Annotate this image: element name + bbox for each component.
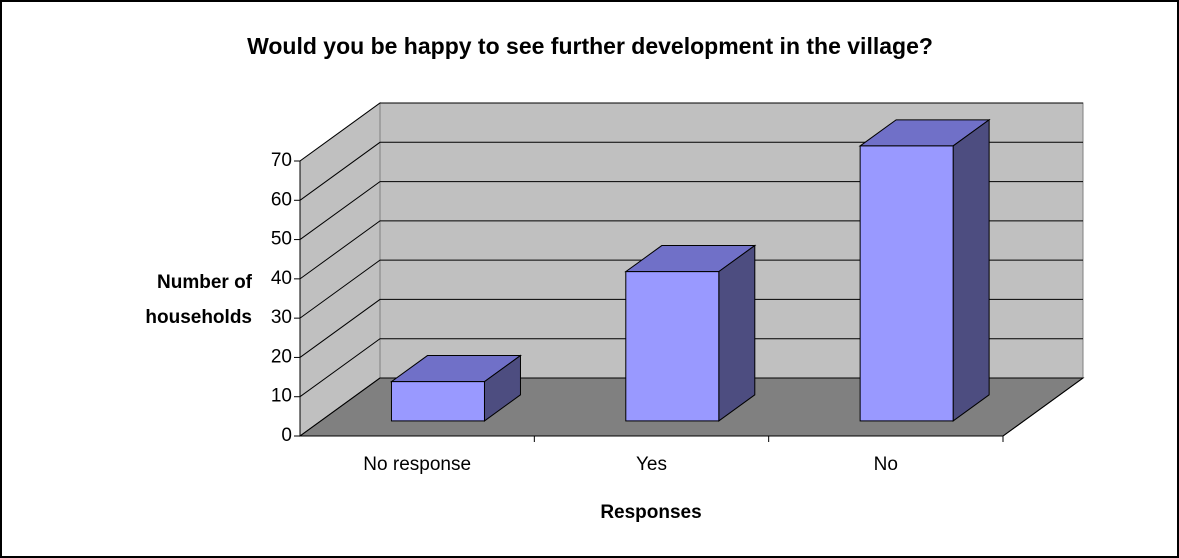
y-tick-label: 0 <box>281 425 292 446</box>
y-tick-label: 50 <box>271 229 292 250</box>
bar-side <box>952 118 990 422</box>
y-axis-label: Number of households <box>145 272 252 328</box>
side-wall <box>299 102 381 437</box>
chart-title: Would you be happy to see further develo… <box>247 33 933 59</box>
bar <box>859 145 954 422</box>
x-axis-back <box>1002 377 1084 437</box>
y-tick-label: 30 <box>271 307 292 328</box>
grid-line <box>299 220 1083 280</box>
x-tick-label: No response <box>363 454 471 475</box>
x-tick-label: Yes <box>636 454 667 475</box>
bar-side <box>718 244 756 422</box>
y-tick-label: 10 <box>271 386 292 407</box>
y-tick-label: 70 <box>271 150 292 171</box>
grid-line <box>299 102 1083 162</box>
x-tick-label: No <box>874 454 898 475</box>
x-axis-label: Responses <box>600 502 701 523</box>
y-tick-label: 40 <box>271 268 292 289</box>
grid-line <box>299 141 1083 201</box>
grid-line <box>299 377 1083 437</box>
y-tick-label: 60 <box>271 189 292 210</box>
grid-line <box>299 298 1083 358</box>
y-tick-label: 20 <box>271 346 292 367</box>
bar <box>390 381 485 422</box>
grid-line <box>299 181 1083 240</box>
bar <box>625 271 720 422</box>
grid-line <box>299 259 1083 319</box>
grid-line <box>299 338 1083 398</box>
